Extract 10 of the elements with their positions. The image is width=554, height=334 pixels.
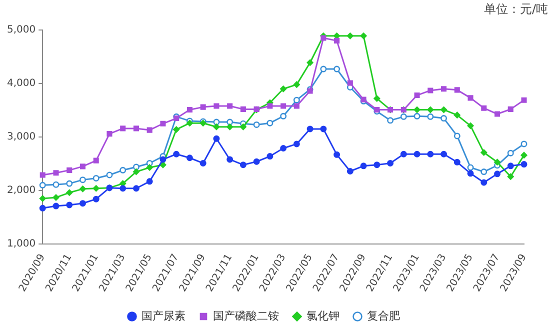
- y-tick-label: 4,000: [6, 78, 36, 90]
- y-tick-label: 5,000: [6, 24, 36, 36]
- legend-label: 国产尿素: [142, 309, 186, 322]
- y-tick-label: 3,000: [6, 132, 36, 143]
- y-tick-label: 2,000: [6, 185, 36, 196]
- legend-label: 复合肥: [367, 309, 400, 322]
- legend-label: 氯化钾: [306, 309, 340, 322]
- text: 单位：元/吨: [484, 2, 548, 16]
- legend-label: 国产磷酸二铵: [213, 309, 279, 322]
- y-tick-label: 1,000: [6, 238, 36, 250]
